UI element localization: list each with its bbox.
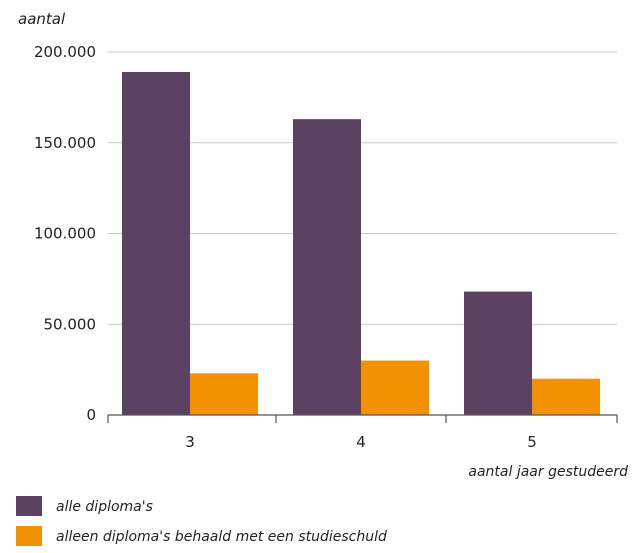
legend-swatch [16, 496, 42, 516]
bar-alle-diplomas-5 [464, 291, 532, 415]
legend-swatch [16, 526, 42, 546]
legend-label: alleen diploma's behaald met een studies… [56, 529, 387, 545]
y-tick-label: 100.000 [34, 225, 96, 243]
x-tick-label: 3 [185, 433, 195, 451]
y-tick-label: 200.000 [34, 43, 96, 61]
x-tick-label: 4 [356, 433, 366, 451]
y-tick-labels: 0 50.000 100.000 150.000 200.000 [34, 43, 96, 424]
bar-alle-diplomas-4 [293, 119, 361, 415]
bar-studieschuld-3 [190, 373, 258, 415]
x-axis-label: aantal jaar gestudeerd [468, 464, 628, 480]
y-tick-label: 0 [86, 406, 96, 424]
gridlines [108, 51, 617, 325]
legend-label: alle diploma's [56, 499, 153, 515]
y-axis-label: aantal [18, 10, 66, 28]
x-tick-label: 5 [527, 433, 537, 451]
bar-studieschuld-4 [361, 360, 429, 415]
x-tick-labels: 3 4 5 [107, 415, 618, 451]
bar-studieschuld-5 [532, 378, 600, 415]
bar-alle-diplomas-3 [122, 71, 190, 415]
bars [122, 71, 600, 415]
y-tick-label: 150.000 [34, 134, 96, 152]
legend: alle diploma's alleen diploma's behaald m… [16, 496, 387, 546]
y-tick-label: 50.000 [44, 315, 97, 333]
